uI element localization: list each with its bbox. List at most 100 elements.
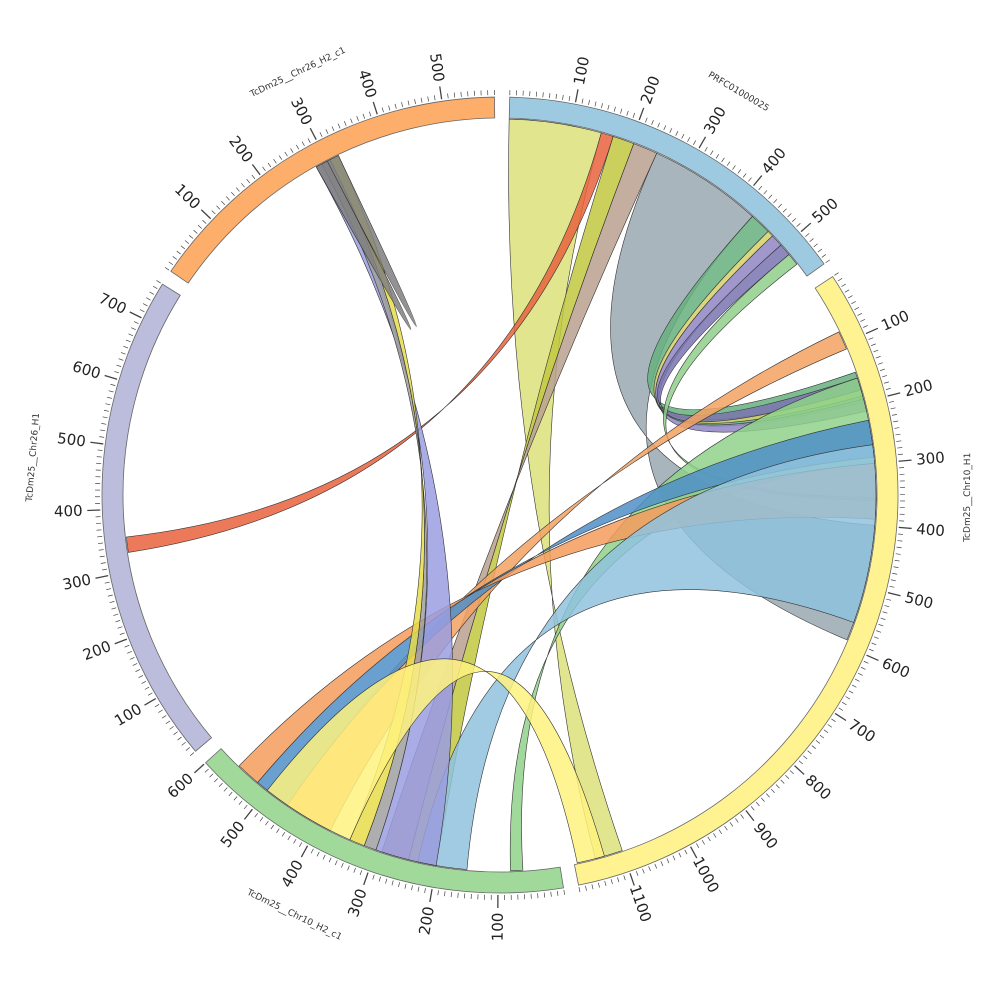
- minor-tick: [100, 562, 106, 564]
- minor-tick: [444, 891, 446, 897]
- tick-label: 200: [225, 132, 257, 166]
- minor-tick: [713, 833, 717, 838]
- minor-tick: [891, 414, 897, 416]
- minor-tick: [837, 278, 843, 282]
- minor-tick: [768, 194, 773, 199]
- minor-tick: [777, 203, 782, 208]
- minor-tick: [265, 820, 269, 826]
- minor-tick: [803, 755, 808, 760]
- minor-tick: [796, 223, 801, 227]
- minor-tick: [106, 396, 112, 399]
- minor-tick: [873, 636, 879, 639]
- major-tick: [698, 136, 707, 149]
- minor-tick: [369, 111, 372, 117]
- minor-tick: [880, 617, 886, 620]
- minor-tick: [798, 760, 803, 765]
- minor-tick: [437, 890, 439, 896]
- minor-tick: [161, 715, 167, 719]
- major-tick: [309, 127, 317, 141]
- minor-tick: [209, 773, 214, 778]
- major-tick: [129, 311, 142, 319]
- ideogram-band: [204, 748, 564, 894]
- minor-tick: [142, 303, 148, 307]
- major-tick: [90, 441, 104, 445]
- minor-tick: [882, 375, 888, 378]
- minor-tick: [845, 696, 851, 700]
- major-tick: [629, 873, 635, 886]
- minor-tick: [149, 291, 155, 295]
- minor-tick: [114, 371, 120, 374]
- minor-tick: [834, 272, 839, 276]
- minor-tick: [111, 607, 117, 610]
- minor-tick: [884, 605, 890, 608]
- major-tick: [800, 222, 812, 233]
- minor-tick: [401, 102, 404, 108]
- minor-tick: [543, 892, 546, 898]
- tick-label: 1100: [626, 883, 655, 925]
- minor-tick: [827, 724, 832, 728]
- minor-tick: [761, 797, 765, 802]
- minor-tick: [119, 632, 125, 635]
- segment-3: 100 200 300 400 500 600 700 TcDm25__Chr26_H1: [25, 280, 213, 757]
- minor-tick: [331, 126, 335, 132]
- minor-tick: [290, 148, 294, 153]
- minor-tick: [108, 390, 114, 393]
- minor-tick: [860, 666, 866, 670]
- minor-tick: [457, 892, 459, 898]
- minor-tick: [233, 796, 238, 801]
- minor-tick: [770, 788, 775, 793]
- minor-tick: [152, 285, 158, 290]
- minor-tick: [325, 129, 329, 134]
- minor-tick: [228, 791, 233, 797]
- minor-tick: [394, 103, 397, 109]
- minor-tick: [889, 400, 895, 403]
- minor-tick: [721, 157, 725, 163]
- ideogram-band: [101, 283, 213, 752]
- tick-label: 600: [164, 769, 197, 802]
- minor-tick: [704, 146, 708, 152]
- minor-tick: [868, 337, 874, 340]
- minor-tick: [104, 581, 110, 584]
- minor-tick: [871, 642, 877, 646]
- minor-tick: [562, 94, 564, 100]
- minor-tick: [877, 362, 883, 365]
- major-tick: [144, 698, 157, 706]
- tick-label: 300: [344, 886, 370, 919]
- minor-tick: [420, 97, 423, 103]
- minor-tick: [381, 107, 384, 113]
- tick-label: 100: [570, 55, 593, 87]
- minor-tick: [230, 191, 235, 197]
- minor-tick: [319, 132, 323, 137]
- minor-tick: [98, 549, 104, 551]
- minor-tick: [896, 440, 902, 442]
- minor-tick: [372, 874, 375, 880]
- minor-tick: [146, 297, 151, 301]
- minor-tick: [411, 885, 413, 891]
- minor-tick: [139, 309, 145, 313]
- minor-tick: [193, 229, 198, 234]
- minor-tick: [347, 865, 350, 871]
- minor-tick: [863, 660, 869, 664]
- minor-tick: [168, 261, 174, 266]
- minor-tick: [262, 166, 266, 172]
- major-tick: [95, 575, 109, 579]
- minor-tick: [158, 709, 163, 713]
- ideogram-band: [573, 275, 899, 886]
- minor-tick: [841, 701, 847, 706]
- minor-tick: [610, 879, 613, 885]
- minor-tick: [701, 840, 705, 845]
- minor-tick: [875, 356, 881, 359]
- tick-label: 600: [879, 654, 912, 682]
- minor-tick: [732, 165, 736, 170]
- minor-tick: [197, 224, 202, 229]
- minor-tick: [594, 101, 597, 107]
- minor-tick: [663, 125, 667, 131]
- minor-tick: [259, 817, 264, 822]
- minor-tick: [841, 283, 846, 287]
- minor-tick: [236, 187, 240, 192]
- minor-tick: [707, 836, 711, 842]
- minor-tick: [669, 128, 673, 133]
- minor-tick: [185, 747, 190, 751]
- ideogram-band: [508, 96, 825, 277]
- minor-tick: [391, 880, 394, 886]
